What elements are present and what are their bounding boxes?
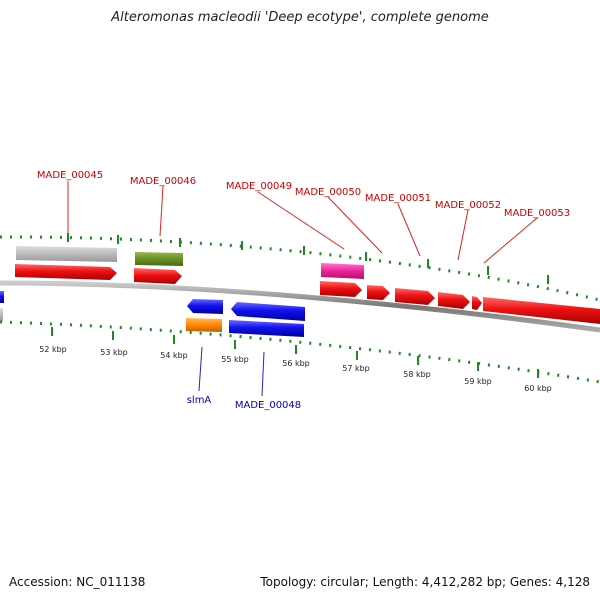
callout-line-made-00053 bbox=[483, 217, 538, 264]
accession-label: Accession: NC_011138 bbox=[9, 575, 146, 589]
gene-label-made-00053[interactable]: MADE_00053 bbox=[504, 208, 570, 219]
scale-label-59kbp: 59 kbp bbox=[464, 377, 492, 386]
scale-label-56kbp: 56 kbp bbox=[282, 359, 310, 368]
map-title: Alteromonas macleodii 'Deep ecotype', co… bbox=[111, 10, 489, 25]
scale-label-57kbp: 57 kbp bbox=[342, 364, 370, 373]
callout-line-slma bbox=[198, 346, 203, 392]
reverse-labels: slmA MADE_00048 bbox=[187, 395, 301, 411]
feature-bar-pink[interactable] bbox=[321, 263, 364, 279]
cds-arrow-reverse[interactable] bbox=[187, 299, 223, 314]
gene-label-made-00052[interactable]: MADE_00052 bbox=[435, 200, 501, 211]
forward-labels: MADE_00045 MADE_00046 MADE_00049 MADE_00… bbox=[37, 170, 570, 219]
feature-bar-grey[interactable] bbox=[16, 246, 117, 262]
outer-tick-ring bbox=[0, 233, 600, 302]
cds-arrow-forward[interactable] bbox=[483, 297, 600, 324]
cds-arrow-forward[interactable] bbox=[15, 264, 117, 280]
forward-cds bbox=[15, 264, 600, 324]
feature-bar-blue[interactable] bbox=[229, 320, 304, 337]
forward-features bbox=[16, 246, 364, 279]
feature-bar-orange[interactable] bbox=[186, 318, 222, 332]
gene-label-made-00045[interactable]: MADE_00045 bbox=[37, 170, 103, 181]
callout-line-made-00051 bbox=[397, 203, 421, 257]
cds-arrow-reverse[interactable] bbox=[231, 302, 305, 321]
reverse-callout-lines bbox=[198, 346, 265, 397]
cds-arrow-forward[interactable] bbox=[472, 296, 482, 310]
genome-stats-label: Topology: circular; Length: 4,412,282 bp… bbox=[260, 575, 590, 589]
gene-label-made-00050[interactable]: MADE_00050 bbox=[295, 187, 361, 198]
scale-label-53kbp: 53 kbp bbox=[100, 348, 128, 357]
callout-line-made-00049 bbox=[257, 191, 345, 250]
gene-label-made-00051[interactable]: MADE_00051 bbox=[365, 193, 431, 204]
scale-label-58kbp: 58 kbp bbox=[403, 370, 431, 379]
scale-label-55kbp: 55 kbp bbox=[221, 355, 249, 364]
scale-labels: 52 kbp 53 kbp 54 kbp 55 kbp 56 kbp 57 kb… bbox=[39, 345, 552, 393]
callout-line-made-00052 bbox=[457, 209, 469, 261]
gene-label-slma[interactable]: slmA bbox=[187, 395, 212, 406]
cds-arrow-forward[interactable] bbox=[438, 292, 470, 309]
callout-line-made-00048 bbox=[261, 351, 265, 397]
gene-label-made-00049[interactable]: MADE_00049 bbox=[226, 181, 292, 192]
cds-arrow-forward[interactable] bbox=[367, 285, 390, 300]
scale-label-60kbp: 60 kbp bbox=[524, 384, 552, 393]
forward-callout-lines bbox=[67, 181, 538, 264]
reverse-features bbox=[0, 291, 305, 337]
cds-arrow-forward[interactable] bbox=[320, 281, 362, 297]
feature-bar-olive[interactable] bbox=[135, 252, 183, 266]
inner-tick-ring bbox=[0, 320, 600, 384]
callout-line-made-00050 bbox=[327, 196, 383, 254]
gene-label-made-00048[interactable]: MADE_00048 bbox=[235, 400, 301, 411]
cds-arrow-forward[interactable] bbox=[134, 268, 182, 284]
callout-line-made-00046 bbox=[159, 185, 164, 237]
feature-bar-grey-edge[interactable] bbox=[0, 308, 3, 321]
cds-arrow-reverse-edge[interactable] bbox=[0, 291, 4, 303]
gene-label-made-00046[interactable]: MADE_00046 bbox=[130, 176, 196, 187]
scale-label-54kbp: 54 kbp bbox=[160, 351, 188, 360]
scale-label-52kbp: 52 kbp bbox=[39, 345, 67, 354]
genome-backbone bbox=[0, 280, 600, 333]
cds-arrow-forward[interactable] bbox=[395, 288, 435, 305]
